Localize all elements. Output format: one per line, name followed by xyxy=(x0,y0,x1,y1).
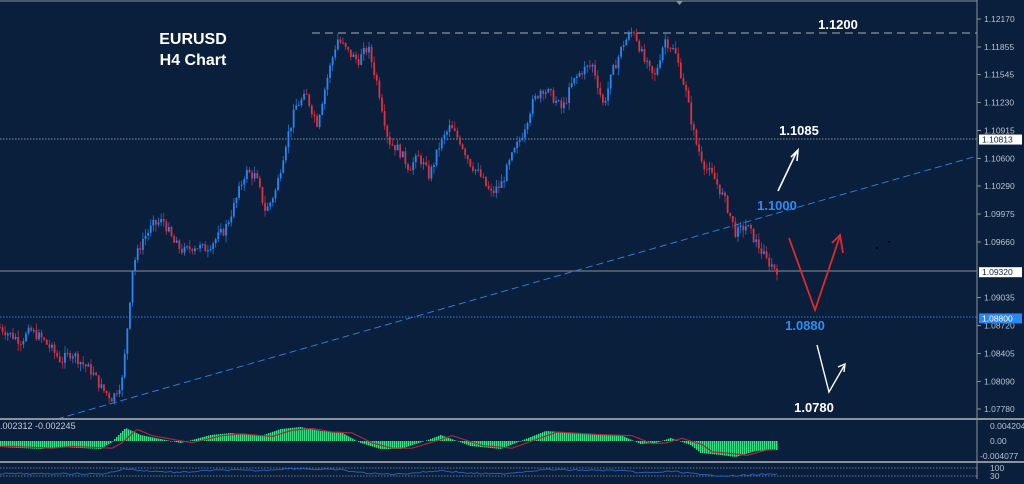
stray-dot xyxy=(876,247,878,249)
price-tick: 1.09035 xyxy=(984,293,1015,303)
price-tick: 1.09975 xyxy=(984,209,1015,219)
chart-title-timeframe: H4 Chart xyxy=(160,52,227,69)
stray-dot xyxy=(888,241,890,243)
price-tick: 1.07780 xyxy=(984,404,1015,414)
macd-tick-top: 0.004204 xyxy=(990,421,1024,431)
price-tick: 1.11230 xyxy=(984,98,1014,108)
price-tick: 1.12170 xyxy=(984,14,1015,24)
price-tick: 1.09660 xyxy=(984,237,1015,247)
current-price-tag: 1.09320 xyxy=(982,267,1013,277)
price-tick: 1.11855 xyxy=(984,42,1014,52)
price-tick: 1.10290 xyxy=(984,181,1015,191)
annotation-1-1000: 1.1000 xyxy=(757,198,797,213)
macd-values-label: .002312 -0.002245 xyxy=(0,421,76,431)
price-tag-1-10813: 1.10813 xyxy=(982,135,1013,145)
price-tick: 1.08405 xyxy=(984,348,1015,358)
annotation-1-1085: 1.1085 xyxy=(779,123,819,138)
annotation-1-0880: 1.0880 xyxy=(785,318,825,333)
price-tick: 1.10600 xyxy=(984,153,1015,163)
annotation-1-0780: 1.0780 xyxy=(794,400,834,415)
osc-tick-30: 30 xyxy=(990,471,1000,479)
macd-tick-bottom: -0.004077 xyxy=(980,451,1019,461)
chart-title-symbol: EURUSD xyxy=(159,31,227,48)
macd-tick-zero: 0.00 xyxy=(990,436,1007,446)
price-tag-1-08800: 1.08800 xyxy=(982,313,1013,323)
price-tick: 1.08090 xyxy=(984,376,1015,386)
annotation-1-1200: 1.1200 xyxy=(818,17,858,32)
price-tick: 1.11545 xyxy=(984,70,1014,80)
